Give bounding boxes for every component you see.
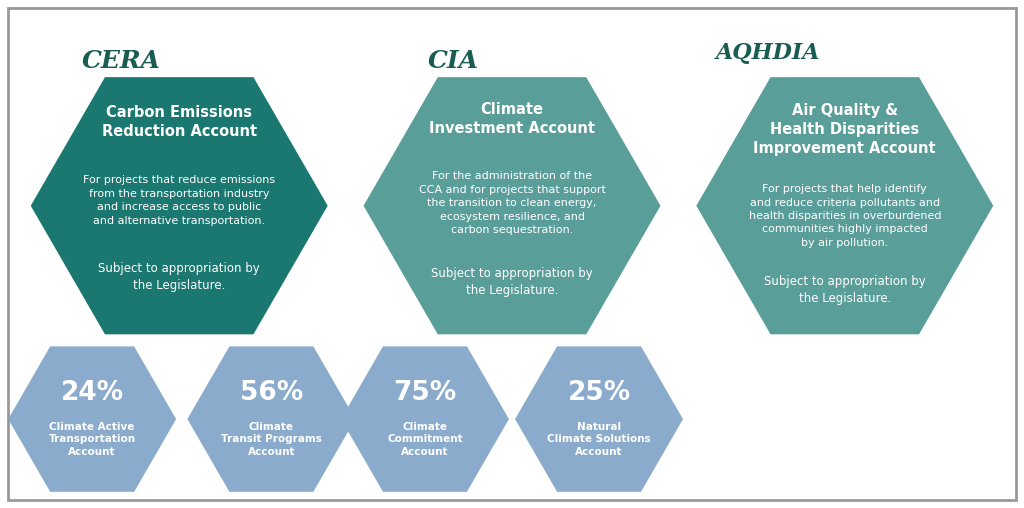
Polygon shape	[8, 346, 176, 492]
Text: 25%: 25%	[567, 379, 631, 406]
Text: 75%: 75%	[393, 379, 457, 406]
Text: 24%: 24%	[60, 379, 124, 406]
Polygon shape	[696, 77, 993, 334]
Text: Carbon Emissions
Reduction Account: Carbon Emissions Reduction Account	[101, 105, 257, 139]
Polygon shape	[31, 77, 328, 334]
Text: Subject to appropriation by
the Legislature.: Subject to appropriation by the Legislat…	[431, 267, 593, 297]
Polygon shape	[341, 346, 509, 492]
Text: Climate
Commitment
Account: Climate Commitment Account	[387, 422, 463, 457]
Text: Climate
Transit Programs
Account: Climate Transit Programs Account	[221, 422, 322, 457]
Text: Air Quality &
Health Disparities
Improvement Account: Air Quality & Health Disparities Improve…	[754, 103, 936, 156]
Text: CERA: CERA	[81, 49, 161, 73]
Text: For projects that help identify
and reduce criteria pollutants and
health dispar: For projects that help identify and redu…	[749, 184, 941, 247]
Text: Climate Active
Transportation
Account: Climate Active Transportation Account	[48, 422, 136, 457]
Text: Natural
Climate Solutions
Account: Natural Climate Solutions Account	[547, 422, 651, 457]
Polygon shape	[515, 346, 683, 492]
Text: 56%: 56%	[240, 379, 303, 406]
Text: For projects that reduce emissions
from the transportation industry
and increase: For projects that reduce emissions from …	[83, 175, 275, 226]
Text: AQHDIA: AQHDIA	[716, 42, 820, 65]
Polygon shape	[364, 77, 660, 334]
Polygon shape	[187, 346, 355, 492]
Text: Climate
Investment Account: Climate Investment Account	[429, 102, 595, 137]
Text: For the administration of the
CCA and for projects that support
the transition t: For the administration of the CCA and fo…	[419, 172, 605, 235]
Text: Subject to appropriation by
the Legislature.: Subject to appropriation by the Legislat…	[764, 274, 926, 305]
Text: Subject to appropriation by
the Legislature.: Subject to appropriation by the Legislat…	[98, 262, 260, 292]
Text: CIA: CIA	[428, 49, 479, 73]
